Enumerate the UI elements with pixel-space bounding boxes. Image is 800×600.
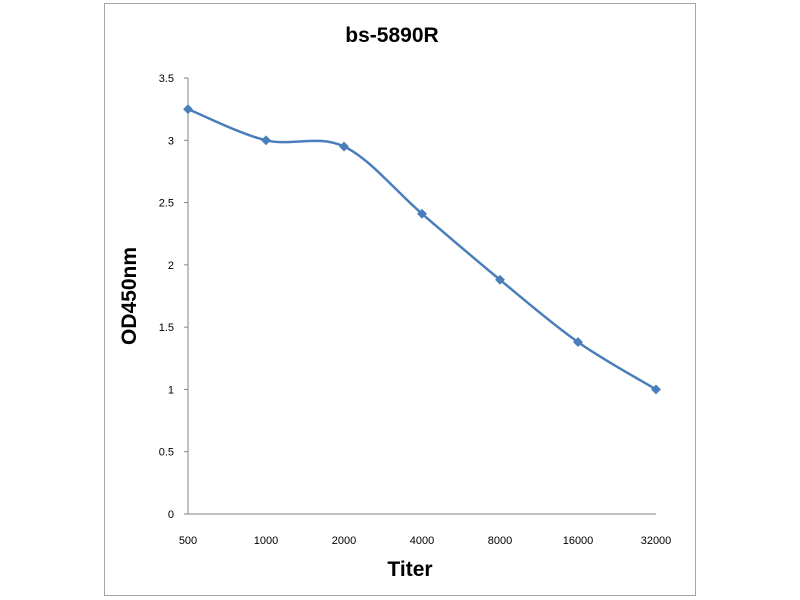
y-tick-label: 3.5 — [159, 73, 174, 85]
series-group — [183, 104, 661, 395]
data-point-marker — [495, 274, 505, 285]
x-tick-label: 32000 — [641, 535, 672, 547]
y-tick-label: 3 — [168, 135, 174, 147]
x-tick-label: 4000 — [410, 535, 434, 547]
x-tick-label: 1000 — [254, 535, 278, 547]
chart-frame — [104, 3, 696, 596]
data-point-marker — [183, 104, 193, 115]
x-axis-title: Titer — [387, 558, 432, 581]
y-tick-label: 0 — [168, 509, 174, 521]
x-tick-label: 2000 — [332, 535, 356, 547]
y-axis-ticks: 0 0.5 1 1.5 2 2.5 3 3.5 — [159, 73, 188, 521]
y-tick-label: 1.5 — [159, 322, 174, 334]
data-point-marker — [417, 208, 427, 219]
x-tick-label: 16000 — [563, 535, 594, 547]
data-point-marker — [573, 337, 583, 348]
chart-title: bs-5890R — [345, 24, 438, 47]
y-axis-title: OD450nm — [118, 247, 141, 345]
x-axis-ticks: 500 1000 2000 4000 8000 16000 32000 — [179, 535, 671, 547]
series-line — [187, 107, 657, 391]
y-tick-label: 2.5 — [159, 198, 174, 210]
x-tick-label: 8000 — [488, 535, 512, 547]
x-tick-label: 500 — [179, 535, 197, 547]
y-tick-label: 2 — [168, 260, 174, 272]
y-tick-label: 1 — [168, 384, 174, 396]
data-point-marker — [651, 384, 661, 395]
data-point-marker — [261, 135, 271, 146]
data-point-marker — [339, 141, 349, 152]
y-tick-label: 0.5 — [159, 447, 174, 459]
